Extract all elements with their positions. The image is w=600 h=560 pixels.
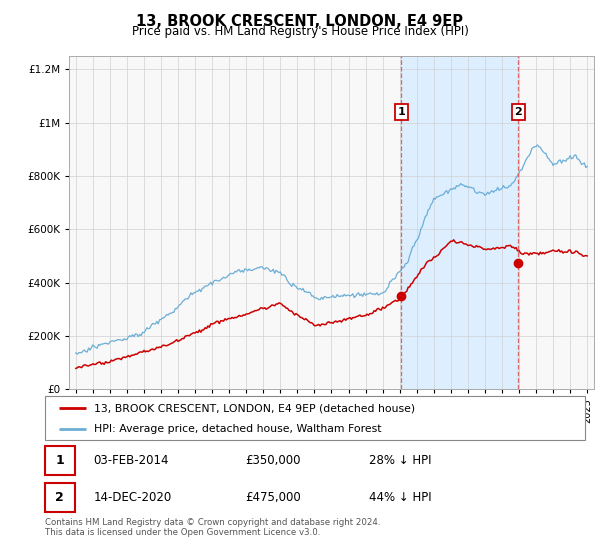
Text: 13, BROOK CRESCENT, LONDON, E4 9EP (detached house): 13, BROOK CRESCENT, LONDON, E4 9EP (deta… [94, 403, 415, 413]
FancyBboxPatch shape [45, 483, 75, 512]
Text: £475,000: £475,000 [245, 491, 301, 504]
Bar [401, 56, 518, 389]
FancyBboxPatch shape [45, 446, 75, 475]
Text: 13, BROOK CRESCENT, LONDON, E4 9EP: 13, BROOK CRESCENT, LONDON, E4 9EP [137, 14, 464, 29]
Text: 44% ↓ HPI: 44% ↓ HPI [369, 491, 431, 504]
Text: Price paid vs. HM Land Registry's House Price Index (HPI): Price paid vs. HM Land Registry's House … [131, 25, 469, 38]
Text: 14-DEC-2020: 14-DEC-2020 [94, 491, 172, 504]
Text: HPI: Average price, detached house, Waltham Forest: HPI: Average price, detached house, Walt… [94, 424, 381, 433]
Text: 2: 2 [514, 107, 522, 117]
Text: 28% ↓ HPI: 28% ↓ HPI [369, 454, 431, 468]
Text: Contains HM Land Registry data © Crown copyright and database right 2024.
This d: Contains HM Land Registry data © Crown c… [45, 518, 380, 538]
Text: 2: 2 [55, 491, 64, 504]
FancyBboxPatch shape [45, 396, 585, 440]
Text: 1: 1 [55, 454, 64, 468]
Text: 03-FEB-2014: 03-FEB-2014 [94, 454, 169, 468]
Text: £350,000: £350,000 [245, 454, 301, 468]
Text: 1: 1 [397, 107, 405, 117]
